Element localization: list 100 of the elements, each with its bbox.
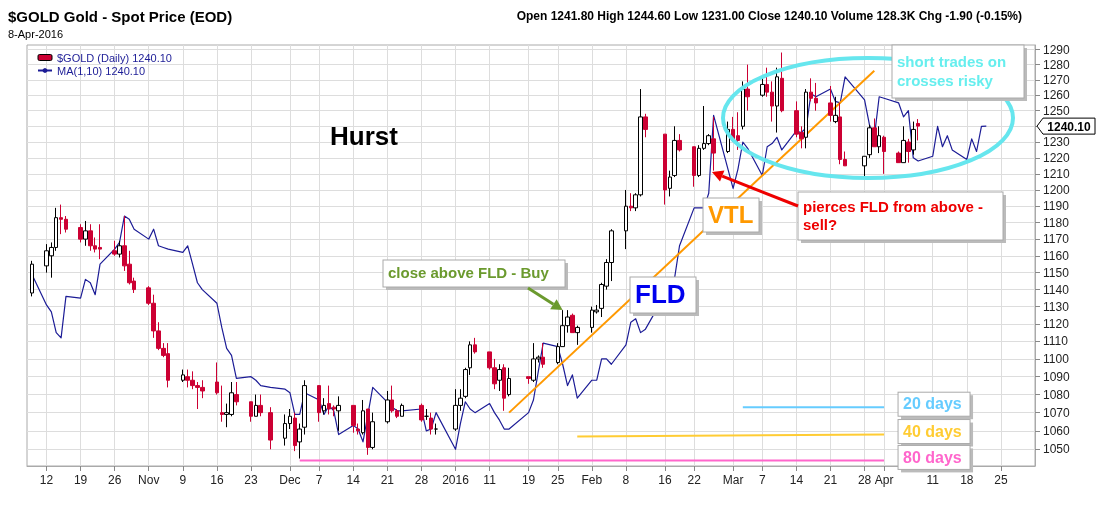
x-tick-label: 19 [521,473,536,487]
candlestick [867,124,872,159]
y-tick-label: 1080 [1043,387,1071,402]
candlestick [419,403,424,423]
x-tick-label: Dec [279,473,301,487]
annotation: short trades on crosses risky [897,53,1007,89]
x-tick-label: 14 [789,473,804,487]
candlestick [366,408,370,456]
y-tick-label: 1070 [1043,405,1071,420]
y-tick-label: 1290 [1043,42,1071,57]
x-tick-label: 26 [107,473,122,487]
x-tick-label: Apr [874,473,894,487]
candlestick [629,192,633,212]
candlestick [361,399,365,436]
candlestick [741,80,745,130]
x-tick-label: 18 [960,473,974,487]
candlestick [862,155,867,178]
text: Open 1241.80 High 1244.60 Low 1231.00 Close 1240.10 Volume 128.3K Chg -1.90 (-0.15%) [516,9,1022,23]
y-tick-label: 1090 [1043,369,1071,384]
candlestick [249,401,253,423]
x-tick-label: 22 [687,473,702,487]
y-tick-label: 1060 [1043,423,1071,438]
x-tick-label: 21 [380,473,395,487]
candlestick [220,385,224,423]
candlestick [526,376,531,385]
candlestick [901,125,906,164]
candlestick [911,121,916,156]
candlestick [497,363,502,392]
candlestick [370,412,375,450]
candlestick [575,325,580,346]
candlestick [882,135,886,175]
y-tick-label: 1050 [1043,442,1071,457]
candlestick [351,404,356,434]
candlestick [677,133,682,152]
candlestick [896,151,901,164]
candlestick [215,361,219,396]
y-tick-label: 1210 [1043,166,1071,181]
annotation: 20 days [903,395,962,413]
x-tick-label: 2016 [442,473,470,487]
candlestick [234,381,239,406]
candlestick [643,113,648,138]
y-tick-label: 1250 [1043,103,1071,118]
x-tick-label: 14 [346,473,361,487]
candlestick [83,220,88,247]
x-tick-label: 16 [210,473,224,487]
x-tick-label: 7 [758,473,766,487]
candlestick [624,189,628,250]
candlestick [711,116,716,172]
candlestick [872,117,877,148]
candlestick [424,408,429,421]
candlestick [877,125,881,154]
x-tick-label: 28 [857,473,872,487]
y-tick-label: 1230 [1043,135,1071,150]
y-tick-label: 1110 [1043,334,1069,349]
candlestick [833,96,838,124]
annotation: close above FLD - Buy [388,264,550,282]
candlestick [745,64,750,112]
text: 1240.10 [1047,119,1092,134]
candlestick [385,390,390,425]
y-tick-label: 1170 [1043,232,1070,247]
y-tick-label: 1200 [1043,182,1071,197]
y-tick-label: 1190 [1043,199,1070,214]
x-tick-label: 28 [414,473,429,487]
candlestick [916,118,920,141]
candlestick [804,88,808,149]
legend-label: $GOLD (Daily) 1240.10 [57,51,172,64]
candlestick [502,363,506,412]
annotation: 80 days [903,448,962,466]
x-tick-label: 25 [994,473,1008,487]
candlestick [117,240,122,258]
annotation: pierces FLD from above - sell? [803,197,984,234]
x-tick-label: Feb [581,473,603,487]
candlestick [507,367,511,397]
legend-label: MA(1,10) 1240.10 [57,64,146,77]
candlestick [293,412,297,452]
candlestick [30,260,34,297]
y-tick-label: 1100 [1043,351,1070,366]
candlestick [258,394,263,417]
x-tick-label: 11 [483,473,497,487]
candlestick [336,395,341,432]
x-tick-label: 21 [823,473,838,487]
candlestick [541,342,545,369]
x-tick-label: Mar [722,473,744,487]
candlestick [181,369,185,383]
candlestick [780,52,784,113]
candlestick [88,223,93,252]
candlestick [112,240,117,257]
candlestick [663,133,667,206]
y-tick-label: 1270 [1043,72,1071,87]
y-tick-label: 1180 [1043,215,1070,230]
x-tick-label: 8 [622,473,630,487]
candlestick [775,67,779,134]
y-tick-label: 1280 [1043,57,1071,72]
x-tick-label: 23 [244,473,258,487]
candlestick [672,125,677,178]
candlestick [268,406,273,450]
candlestick [429,412,433,436]
y-tick-label: 1120 [1043,316,1070,331]
annotation: FLD [635,279,686,310]
x-tick-label: 7 [315,473,323,487]
